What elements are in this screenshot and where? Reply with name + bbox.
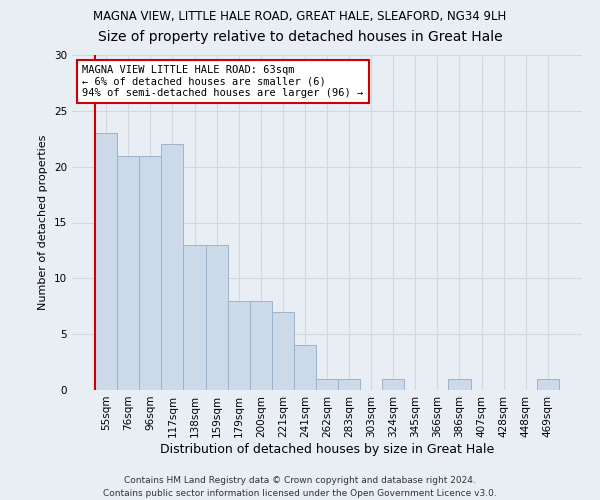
Y-axis label: Number of detached properties: Number of detached properties	[38, 135, 49, 310]
Text: MAGNA VIEW, LITTLE HALE ROAD, GREAT HALE, SLEAFORD, NG34 9LH: MAGNA VIEW, LITTLE HALE ROAD, GREAT HALE…	[94, 10, 506, 23]
Bar	[382, 379, 404, 390]
Bar	[184, 245, 206, 390]
Bar	[139, 156, 161, 390]
Text: Contains HM Land Registry data © Crown copyright and database right 2024.
Contai: Contains HM Land Registry data © Crown c…	[103, 476, 497, 498]
Bar	[272, 312, 294, 390]
Bar	[250, 300, 272, 390]
Text: MAGNA VIEW LITTLE HALE ROAD: 63sqm
← 6% of detached houses are smaller (6)
94% o: MAGNA VIEW LITTLE HALE ROAD: 63sqm ← 6% …	[82, 65, 364, 98]
Bar	[161, 144, 184, 390]
Bar	[117, 156, 139, 390]
Bar	[316, 379, 338, 390]
Bar	[95, 133, 117, 390]
X-axis label: Distribution of detached houses by size in Great Hale: Distribution of detached houses by size …	[160, 442, 494, 456]
Text: Size of property relative to detached houses in Great Hale: Size of property relative to detached ho…	[98, 30, 502, 44]
Bar	[227, 300, 250, 390]
Bar	[294, 346, 316, 390]
Bar	[338, 379, 360, 390]
Bar	[537, 379, 559, 390]
Bar	[206, 245, 227, 390]
Bar	[448, 379, 470, 390]
